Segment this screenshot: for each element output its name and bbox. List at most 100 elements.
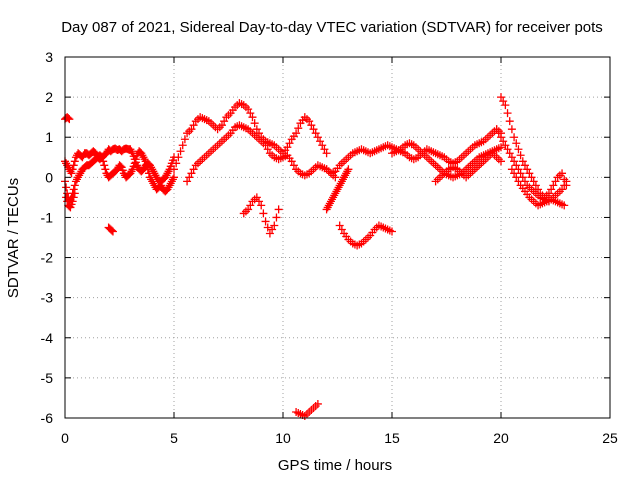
data-point-marker — [263, 223, 272, 232]
data-point-marker — [143, 165, 152, 174]
data-point-marker — [250, 119, 259, 128]
data-point-marker — [531, 181, 540, 190]
data-point-marker — [558, 169, 567, 178]
data-point-marker — [503, 109, 512, 118]
series-C — [170, 99, 331, 174]
x-axis-label: GPS time / hours — [278, 457, 392, 474]
data-point-marker — [332, 187, 341, 196]
data-point-marker — [499, 137, 508, 146]
data-point-marker — [307, 121, 316, 130]
data-point-marker — [76, 169, 85, 178]
data-point-marker — [529, 177, 538, 186]
data-point-marker — [170, 173, 178, 182]
data-point-marker — [70, 157, 79, 166]
data-point-marker — [309, 125, 318, 134]
data-point-marker — [494, 129, 503, 138]
data-point-marker — [220, 117, 229, 126]
data-point-marker — [147, 175, 156, 184]
data-point-marker — [69, 193, 78, 202]
data-point-marker — [62, 183, 71, 192]
data-point-marker — [289, 161, 298, 170]
x-tick-label: 15 — [384, 430, 400, 446]
data-point-marker — [141, 157, 150, 166]
data-point-marker — [252, 125, 261, 134]
data-point-marker — [163, 185, 172, 194]
x-tick-label: 20 — [493, 430, 509, 446]
data-point-marker — [322, 149, 331, 158]
x-tick-label: 10 — [275, 430, 291, 446]
data-point-marker — [337, 177, 346, 186]
data-point-marker — [516, 151, 525, 160]
data-point-marker — [138, 151, 147, 160]
data-point-marker — [562, 177, 571, 186]
data-point-marker — [261, 141, 270, 150]
data-point-marker — [189, 165, 198, 174]
data-point-marker — [151, 171, 160, 180]
data-point-marker — [512, 161, 521, 170]
y-axis-label: SDTVAR / TECUs — [5, 178, 22, 298]
data-point-marker — [248, 113, 257, 122]
data-point-marker — [167, 177, 176, 186]
data-point-marker — [330, 191, 339, 200]
data-point-marker — [512, 173, 521, 182]
data-point-marker — [162, 171, 171, 180]
data-point-marker — [512, 139, 521, 148]
data-point-marker — [503, 145, 512, 154]
data-point-marker — [149, 179, 158, 188]
y-tick-label: 0 — [45, 169, 53, 185]
data-point-marker — [507, 153, 516, 162]
data-point-marker — [318, 141, 327, 150]
data-point-marker — [263, 145, 272, 154]
data-point-marker — [335, 181, 344, 190]
x-tick-label: 0 — [61, 430, 69, 446]
data-point-marker — [174, 153, 183, 162]
data-point-marker — [246, 201, 255, 210]
data-point-marker — [185, 173, 194, 182]
data-point-marker — [244, 205, 253, 214]
data-point-marker — [322, 205, 331, 214]
data-point-marker — [183, 177, 192, 186]
data-point-marker — [64, 114, 73, 123]
data-point-marker — [156, 181, 165, 190]
chart-title: Day 087 of 2021, Sidereal Day-to-day VTE… — [61, 19, 603, 36]
data-point-marker — [505, 149, 514, 158]
data-point-marker — [320, 145, 329, 154]
data-point-marker — [187, 169, 196, 178]
y-tick-label: -1 — [41, 209, 54, 225]
data-point-marker — [514, 145, 523, 154]
data-point-marker — [168, 175, 177, 184]
series-Q — [62, 189, 79, 212]
series-P — [104, 223, 117, 236]
data-point-marker — [116, 162, 125, 171]
data-point-marker — [69, 185, 78, 194]
data-point-marker — [127, 167, 136, 176]
series-O — [61, 113, 74, 124]
data-point-marker — [344, 165, 353, 174]
data-point-marker — [497, 143, 505, 152]
data-point-marker — [497, 157, 505, 166]
data-point-marker — [246, 109, 255, 118]
data-point-marker — [261, 217, 270, 226]
data-point-marker — [187, 125, 196, 134]
data-point-marker — [126, 169, 135, 178]
data-point-marker — [62, 159, 71, 168]
data-point-marker — [176, 147, 185, 156]
data-point-marker — [335, 221, 344, 230]
data-point-marker — [324, 201, 333, 210]
data-point-marker — [100, 161, 109, 170]
data-point-marker — [126, 145, 135, 154]
y-tick-label: -5 — [41, 370, 54, 386]
data-point-marker — [257, 201, 266, 210]
data-points — [61, 93, 571, 420]
data-point-marker — [334, 183, 343, 192]
data-point-marker — [161, 173, 170, 182]
data-point-marker — [130, 159, 139, 168]
data-point-marker — [501, 101, 510, 110]
data-point-marker — [144, 169, 153, 178]
data-point-marker — [336, 179, 345, 188]
data-point-marker — [499, 97, 508, 106]
data-point-marker — [62, 193, 71, 202]
data-point-marker — [70, 189, 79, 198]
data-point-marker — [139, 153, 148, 162]
y-tick-label: 2 — [45, 89, 53, 105]
